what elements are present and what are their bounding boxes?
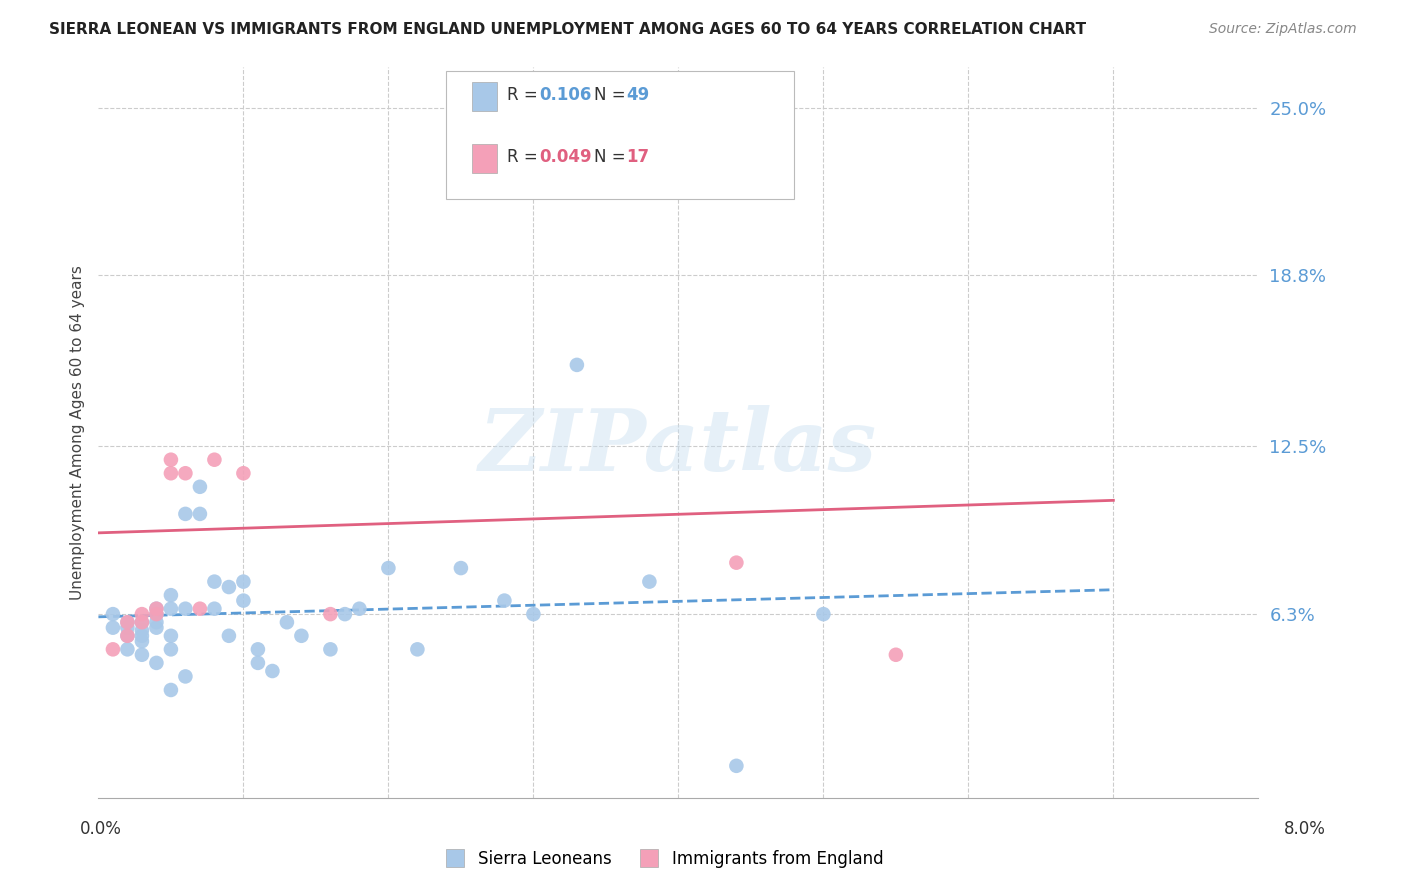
Point: [204, 574, 226, 589]
Point: [276, 615, 298, 630]
Point: [145, 607, 167, 621]
Point: [145, 621, 167, 635]
Point: [145, 615, 167, 630]
Point: [117, 615, 139, 630]
Point: [145, 607, 167, 621]
Point: [204, 452, 226, 467]
Point: [551, 154, 574, 169]
Point: [101, 642, 124, 657]
Point: [145, 601, 167, 615]
Point: [160, 629, 183, 643]
Text: ZIPatlas: ZIPatlas: [479, 406, 877, 489]
Text: 0.106: 0.106: [540, 86, 592, 103]
Text: N =: N =: [593, 86, 631, 103]
FancyBboxPatch shape: [472, 144, 498, 173]
Point: [131, 648, 153, 662]
Point: [638, 574, 661, 589]
Text: SIERRA LEONEAN VS IMMIGRANTS FROM ENGLAND UNEMPLOYMENT AMONG AGES 60 TO 64 YEARS: SIERRA LEONEAN VS IMMIGRANTS FROM ENGLAN…: [49, 22, 1087, 37]
Point: [232, 574, 254, 589]
Point: [522, 607, 544, 621]
Point: [117, 629, 139, 643]
FancyBboxPatch shape: [447, 70, 794, 199]
Point: [349, 601, 371, 615]
Text: R =: R =: [506, 86, 543, 103]
Point: [565, 358, 588, 372]
Point: [290, 629, 312, 643]
Point: [246, 642, 269, 657]
Point: [494, 593, 516, 607]
Point: [188, 601, 211, 615]
Point: [160, 642, 183, 657]
Point: [131, 615, 153, 630]
Point: [131, 629, 153, 643]
Point: [101, 621, 124, 635]
Point: [117, 621, 139, 635]
Point: [406, 642, 429, 657]
Text: 8.0%: 8.0%: [1284, 820, 1326, 838]
Point: [188, 480, 211, 494]
Point: [174, 467, 197, 481]
Point: [145, 601, 167, 615]
Point: [117, 642, 139, 657]
Legend: Sierra Leoneans, Immigrants from England: Sierra Leoneans, Immigrants from England: [432, 844, 890, 875]
Point: [319, 607, 342, 621]
Point: [117, 629, 139, 643]
Point: [174, 507, 197, 521]
Point: [377, 561, 399, 575]
FancyBboxPatch shape: [472, 81, 498, 111]
Point: [131, 607, 153, 621]
Point: [204, 601, 226, 615]
Point: [884, 648, 907, 662]
Y-axis label: Unemployment Among Ages 60 to 64 years: Unemployment Among Ages 60 to 64 years: [69, 265, 84, 600]
Point: [131, 634, 153, 648]
Point: [174, 669, 197, 683]
Text: N =: N =: [593, 148, 631, 166]
Text: 49: 49: [626, 86, 650, 103]
Point: [333, 607, 356, 621]
Point: [218, 580, 240, 594]
Point: [145, 656, 167, 670]
Point: [232, 593, 254, 607]
Point: [188, 507, 211, 521]
Point: [160, 588, 183, 602]
Point: [131, 615, 153, 630]
Point: [262, 664, 284, 678]
Point: [319, 642, 342, 657]
Point: [174, 601, 197, 615]
Point: [101, 607, 124, 621]
Point: [232, 467, 254, 481]
Text: R =: R =: [506, 148, 543, 166]
Point: [160, 467, 183, 481]
Point: [725, 556, 748, 570]
Text: Source: ZipAtlas.com: Source: ZipAtlas.com: [1209, 22, 1357, 37]
Text: 0.049: 0.049: [540, 148, 592, 166]
Point: [813, 607, 835, 621]
Point: [246, 656, 269, 670]
Text: 17: 17: [626, 148, 650, 166]
Point: [725, 759, 748, 773]
Point: [450, 561, 472, 575]
Text: 0.0%: 0.0%: [80, 820, 122, 838]
Point: [218, 629, 240, 643]
Point: [160, 452, 183, 467]
Point: [117, 615, 139, 630]
Point: [131, 624, 153, 638]
Point: [160, 683, 183, 698]
Point: [160, 601, 183, 615]
